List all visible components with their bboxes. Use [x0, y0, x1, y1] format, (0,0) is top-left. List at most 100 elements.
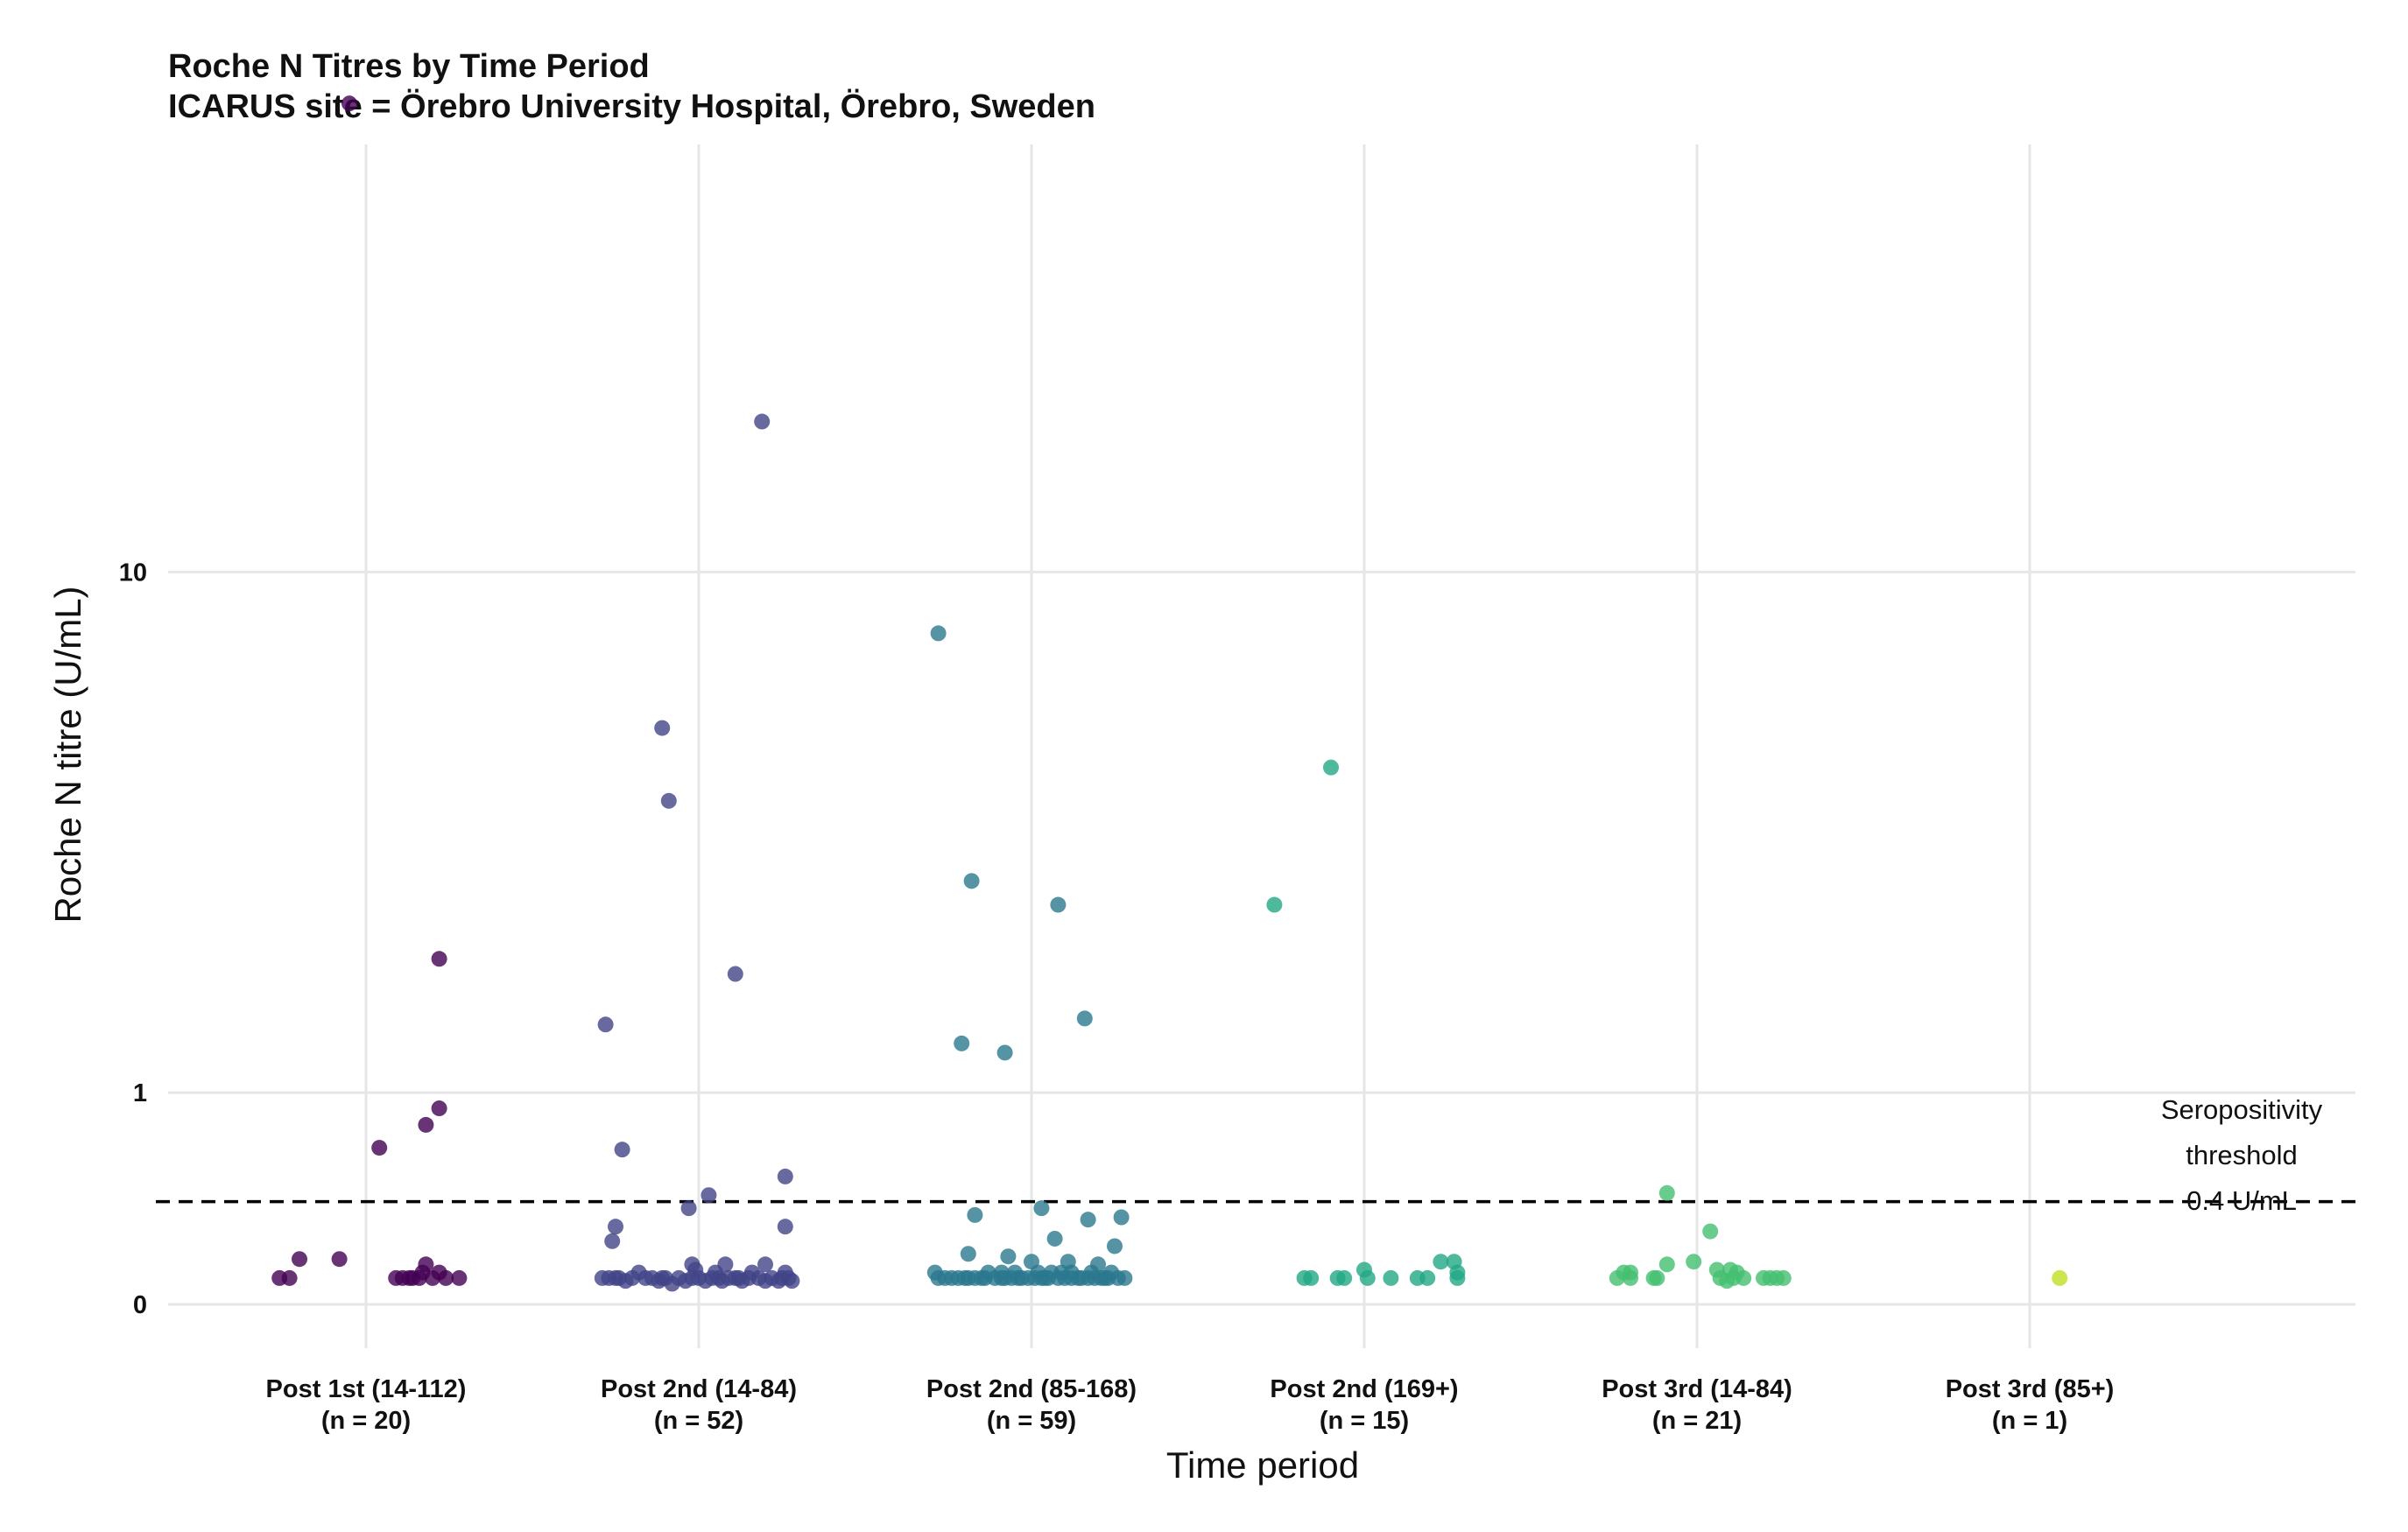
x-tick-label: Post 3rd (85+)	[1946, 1375, 2115, 1403]
data-point	[614, 1142, 630, 1158]
data-point	[660, 792, 677, 809]
x-axis-ticks: Post 1st (14-112) (n = 20) Post 2nd (14-84…	[266, 1375, 2115, 1435]
data-point	[1658, 1184, 1675, 1201]
data-point	[963, 873, 980, 889]
data-point	[1046, 1230, 1063, 1247]
chart-title: Roche N Titres by Time Period	[168, 48, 650, 85]
data-point	[1266, 896, 1283, 913]
data-point	[708, 1264, 723, 1281]
x-tick-label: Post 2nd (85-168)	[926, 1375, 1137, 1403]
data-point	[281, 1269, 298, 1286]
data-point	[1658, 1256, 1675, 1273]
data-point	[976, 1269, 993, 1286]
x-tick-count-label: (n = 15)	[1320, 1407, 1409, 1435]
data-point	[431, 951, 447, 967]
data-point	[754, 413, 771, 430]
data-point	[610, 1269, 627, 1286]
y-axis-title: Roche N titre (U/mL)	[47, 586, 88, 923]
data-point	[730, 1269, 747, 1286]
x-tick-count-label: (n = 59)	[987, 1407, 1076, 1435]
data-point	[1623, 1269, 1638, 1286]
x-tick-label: Post 2nd (14-84)	[601, 1375, 797, 1403]
data-point	[960, 1246, 976, 1262]
data-point	[1113, 1209, 1130, 1226]
data-point	[1419, 1269, 1436, 1286]
data-point	[292, 1251, 307, 1268]
threshold-group: Seropositivity threshold 0.4 U/mL	[156, 1094, 2355, 1216]
data-point	[1076, 1010, 1093, 1027]
x-tick-label: Post 3rd (14-84)	[1602, 1375, 1792, 1403]
y-tick-label: 10	[119, 559, 147, 587]
data-point	[1323, 759, 1339, 776]
data-point	[331, 1251, 348, 1268]
data-point	[1083, 1264, 1100, 1281]
data-point	[1050, 896, 1067, 913]
data-point	[1449, 1264, 1466, 1281]
gridlines	[168, 144, 2355, 1348]
data-point	[604, 1233, 621, 1249]
y-tick-label: 1	[133, 1079, 147, 1107]
threshold-label: threshold	[2186, 1140, 2298, 1170]
data-point	[1080, 1212, 1096, 1228]
data-points	[271, 95, 2068, 1292]
data-point	[1359, 1269, 1376, 1286]
data-point	[757, 1256, 773, 1273]
data-point	[1383, 1269, 1399, 1286]
data-point	[418, 1256, 434, 1273]
data-point	[1053, 1264, 1070, 1281]
data-point	[2052, 1269, 2068, 1286]
data-point	[930, 625, 947, 642]
data-point	[341, 95, 357, 112]
data-point	[597, 1016, 614, 1033]
x-tick-count-label: (n = 21)	[1652, 1407, 1742, 1435]
data-point	[438, 1269, 454, 1286]
data-point	[1037, 1269, 1053, 1286]
x-tick-count-label: (n = 52)	[654, 1407, 743, 1435]
data-point	[1007, 1264, 1023, 1281]
x-tick-count-label: (n = 1)	[1992, 1407, 2067, 1435]
data-point	[654, 720, 671, 736]
data-point	[431, 1100, 447, 1117]
x-axis-title: Time period	[1166, 1444, 1359, 1486]
data-point	[996, 1044, 1013, 1061]
y-tick-label: 0	[133, 1291, 147, 1319]
data-point	[701, 1187, 717, 1204]
data-point	[993, 1264, 1010, 1281]
data-point	[1775, 1269, 1792, 1286]
data-point	[777, 1168, 793, 1184]
data-point	[957, 1269, 973, 1286]
data-point	[1729, 1264, 1745, 1281]
data-point	[727, 966, 743, 982]
data-point	[1702, 1223, 1719, 1240]
data-point	[1116, 1269, 1133, 1286]
data-point	[1649, 1269, 1665, 1286]
data-point	[1096, 1269, 1113, 1286]
x-tick-label: Post 1st (14-112)	[266, 1375, 467, 1403]
data-point	[654, 1269, 671, 1286]
data-point	[687, 1261, 704, 1278]
data-point	[777, 1219, 793, 1235]
y-axis-ticks: 0110100300	[119, 559, 147, 1319]
data-point	[451, 1269, 468, 1286]
data-point	[777, 1264, 793, 1281]
data-point	[680, 1200, 697, 1217]
data-point	[1303, 1269, 1320, 1286]
data-point	[1433, 1254, 1449, 1270]
data-point	[1107, 1238, 1123, 1254]
data-point	[1336, 1269, 1353, 1286]
x-tick-label: Post 2nd (169+)	[1270, 1375, 1458, 1403]
data-point	[1000, 1248, 1017, 1265]
threshold-label: 0.4 U/mL	[2186, 1185, 2297, 1216]
chart-subtitle: ICARUS site = Örebro University Hospital…	[168, 88, 1095, 125]
data-point	[418, 1116, 434, 1133]
x-tick-count-label: (n = 20)	[321, 1407, 411, 1435]
data-point	[954, 1035, 970, 1051]
data-point	[1609, 1269, 1625, 1286]
data-point	[371, 1140, 388, 1156]
data-point	[967, 1206, 983, 1223]
data-point	[608, 1219, 623, 1235]
data-point	[1033, 1200, 1050, 1217]
data-point	[1686, 1254, 1702, 1270]
threshold-label: Seropositivity	[2161, 1094, 2323, 1125]
